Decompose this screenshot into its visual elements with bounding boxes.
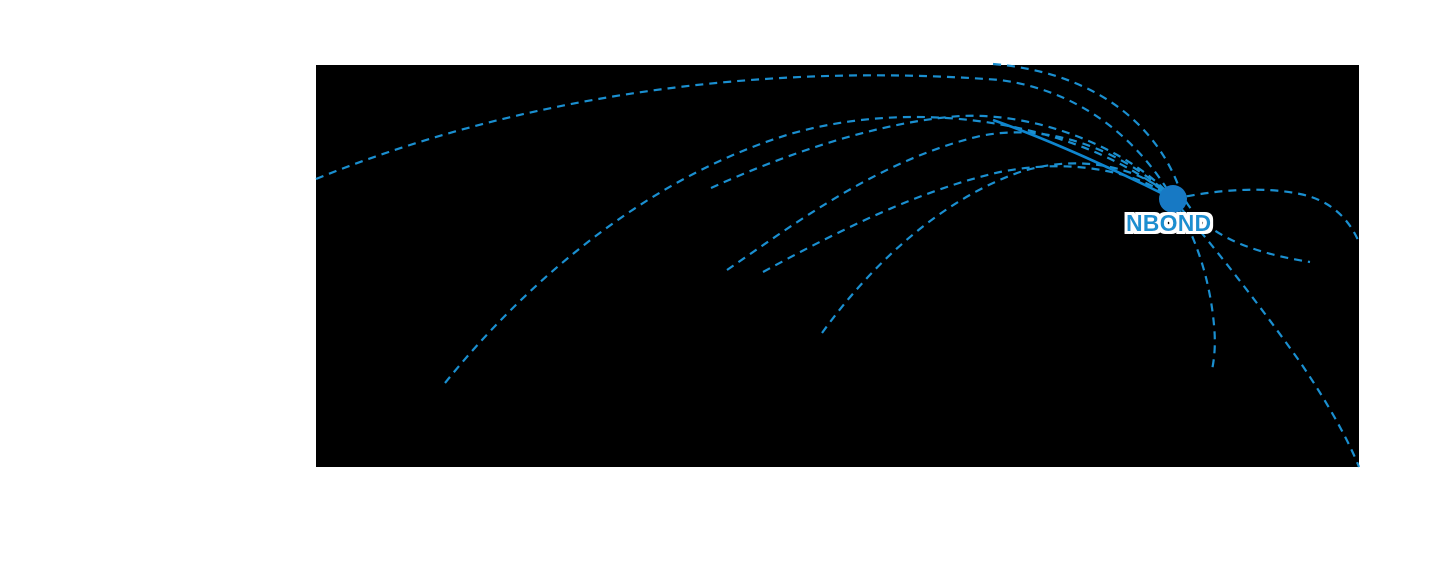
graph-edge: [1172, 198, 1216, 371]
node-label-nbond: NBOND: [1126, 210, 1211, 236]
graph-edge: [444, 115, 1174, 384]
graph-edge: [1172, 188, 1360, 241]
graph-edge: [726, 131, 1174, 271]
graph-edge: [315, 74, 1174, 200]
graph-node-nbond[interactable]: [1159, 185, 1187, 213]
nodes-group[interactable]: NBOND: [1126, 185, 1211, 236]
edges-group: [315, 62, 1361, 468]
graph-edge: [992, 118, 1174, 201]
plot-background: [316, 65, 1359, 467]
graph-edge: [992, 62, 1311, 264]
graph-edge: [821, 162, 1174, 334]
graph-edge: [762, 165, 1174, 273]
